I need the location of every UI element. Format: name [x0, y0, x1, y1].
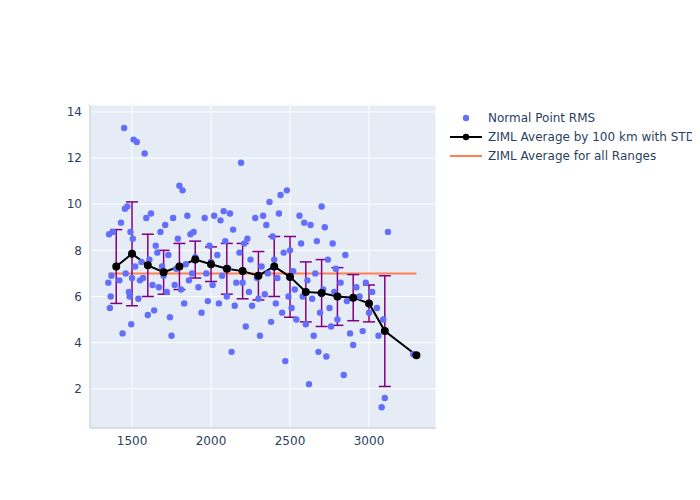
svg-text:2: 2	[74, 382, 82, 396]
svg-text:14: 14	[67, 105, 82, 119]
svg-text:4: 4	[74, 336, 82, 350]
svg-text:1500: 1500	[117, 434, 148, 448]
svg-text:6: 6	[74, 290, 82, 304]
svg-text:12: 12	[67, 151, 82, 165]
svg-text:3000: 3000	[354, 434, 385, 448]
svg-text:2000: 2000	[196, 434, 227, 448]
svg-text:8: 8	[74, 244, 82, 258]
html-text:ZIML Average by 100 km with ST: ZIML Average by 100 km with STD	[488, 129, 695, 144]
html-text:ZIML Average for all Ranges: ZIML Average for all Ranges	[488, 148, 657, 163]
svg-text:10: 10	[67, 197, 82, 211]
svg-text:2500: 2500	[275, 434, 306, 448]
html-text:Normal Point RMS: Normal Point RMS	[488, 110, 596, 125]
